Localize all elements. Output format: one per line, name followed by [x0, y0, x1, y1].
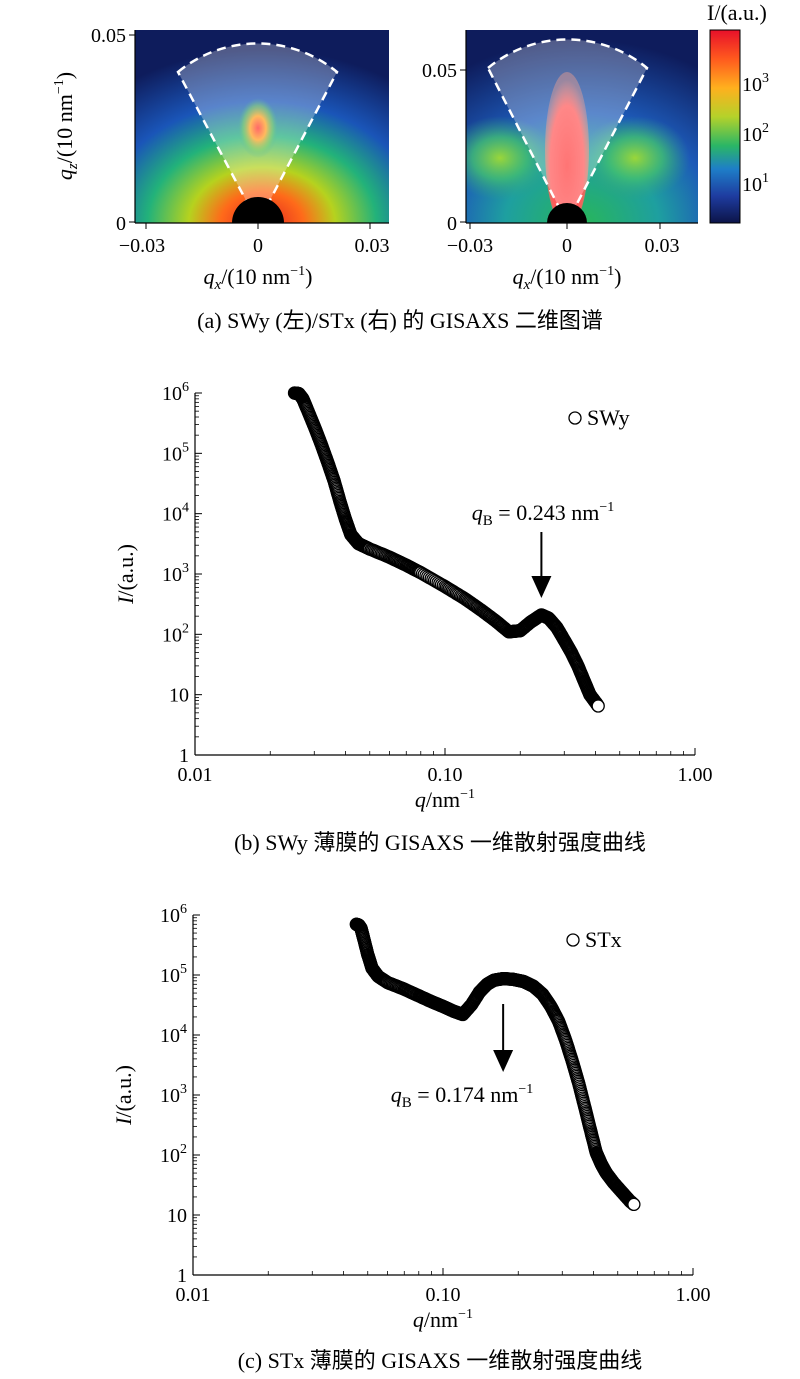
left-map-ytick: 0 [116, 213, 126, 235]
y-tick-label: 105 [162, 440, 189, 465]
y-tick-label: 102 [162, 621, 189, 646]
data-series-stx [349, 917, 641, 1212]
y-tick-label: 10 [167, 1205, 187, 1227]
left-gisaxs-map: 0.05 0 −0.03 0 0.03 qx/(10 nm−1) qz/(10 … [52, 25, 390, 293]
legend-label: SWy [587, 405, 630, 430]
y-tick-label: 1 [179, 745, 189, 767]
right-map-xtick: 0.03 [645, 235, 680, 257]
panel-b-caption: (b) SWy 薄膜的 GISAXS 一维散射强度曲线 [234, 830, 646, 855]
x-tick-label: 0.01 [178, 764, 213, 786]
y-tick-label: 1 [177, 1265, 187, 1287]
x-tick-label: 1.00 [676, 1284, 711, 1306]
y-tick-label: 105 [160, 962, 187, 987]
y-axis-label: I/(a.u.) [113, 544, 138, 605]
data-point [591, 699, 605, 713]
left-map-xlabel: qx/(10 nm−1) [204, 264, 313, 293]
plot-axes: 106 105 104 103 102 10 10.01 0.10 1.00 q/nm−1 I/(a… [111, 902, 711, 1332]
arrow-head [493, 1050, 514, 1072]
x-axis-label: q/nm−1 [413, 1307, 473, 1332]
left-map-xtick: 0.03 [355, 235, 390, 257]
legend: SWy [568, 405, 630, 430]
right-gisaxs-map: 0.05 0 −0.03 0 0.03 qx/(10 nm−1) [422, 30, 698, 293]
legend-marker [566, 933, 580, 947]
left-map-xtick: 0 [253, 235, 263, 257]
y-tick-label: 103 [162, 561, 189, 586]
y-tick-label: 106 [160, 902, 187, 927]
right-map-xlabel: qx/(10 nm−1) [513, 264, 622, 293]
x-tick-label: 0.10 [428, 764, 463, 786]
right-map-ytick: 0.05 [422, 60, 457, 82]
arrow-head [531, 576, 552, 598]
y-tick-label: 104 [162, 501, 189, 526]
legend-marker [568, 411, 582, 425]
annotation-label: qB = 0.174 nm−1 [391, 1082, 533, 1111]
swy-intensity-plot: 106 105 104 103 102 10 10.01 0.10 1.00 q/nm−1 I/(a… [113, 380, 713, 812]
panel-a-caption: (a) SWy (左)/STx (右) 的 GISAXS 二维图谱 [197, 308, 603, 333]
x-tick-label: 0.01 [176, 1284, 211, 1306]
annotation-label: qB = 0.243 nm−1 [472, 500, 614, 529]
peak-annotation: qB = 0.174 nm−1 [391, 1004, 533, 1111]
y-axis-label: I/(a.u.) [111, 1065, 136, 1126]
x-tick-label: 1.00 [678, 764, 713, 786]
y-tick-label: 10 [169, 685, 189, 707]
left-map-ylabel: qz/(10 nm−1) [52, 72, 81, 180]
peak-annotation: qB = 0.243 nm−1 [472, 500, 614, 598]
stx-intensity-plot: 106 105 104 103 102 10 10.01 0.10 1.00 q/nm−1 I/(a… [111, 902, 711, 1332]
panel-c-caption: (c) STx 薄膜的 GISAXS 一维散射强度曲线 [238, 1348, 643, 1373]
x-tick-label: 0.10 [426, 1284, 461, 1306]
y-tick-label: 102 [160, 1142, 187, 1167]
y-tick-label: 106 [162, 380, 189, 405]
data-series-swy [287, 386, 605, 713]
x-axis-label: q/nm−1 [415, 787, 475, 812]
legend-label: STx [585, 927, 622, 952]
right-map-ytick: 0 [447, 213, 457, 235]
colorbar-label: I/(a.u.) [707, 0, 767, 25]
y-tick-label: 104 [160, 1022, 187, 1047]
left-map-xtick: −0.03 [119, 235, 165, 257]
right-map-xtick: −0.03 [447, 235, 493, 257]
colorbar-tick: 101 [742, 171, 769, 196]
data-point [627, 1197, 641, 1212]
colorbar-tick: 103 [742, 71, 769, 96]
left-map-ytick: 0.05 [91, 25, 126, 47]
right-map-xtick: 0 [562, 235, 572, 257]
y-tick-label: 103 [160, 1082, 187, 1107]
colorbar: I/(a.u.) 103 102 101 [707, 0, 769, 224]
colorbar-tick: 102 [742, 121, 769, 146]
legend: STx [566, 927, 622, 952]
plot-axes: 106 105 104 103 102 10 10.01 0.10 1.00 q/nm−1 I/(a… [113, 380, 713, 812]
